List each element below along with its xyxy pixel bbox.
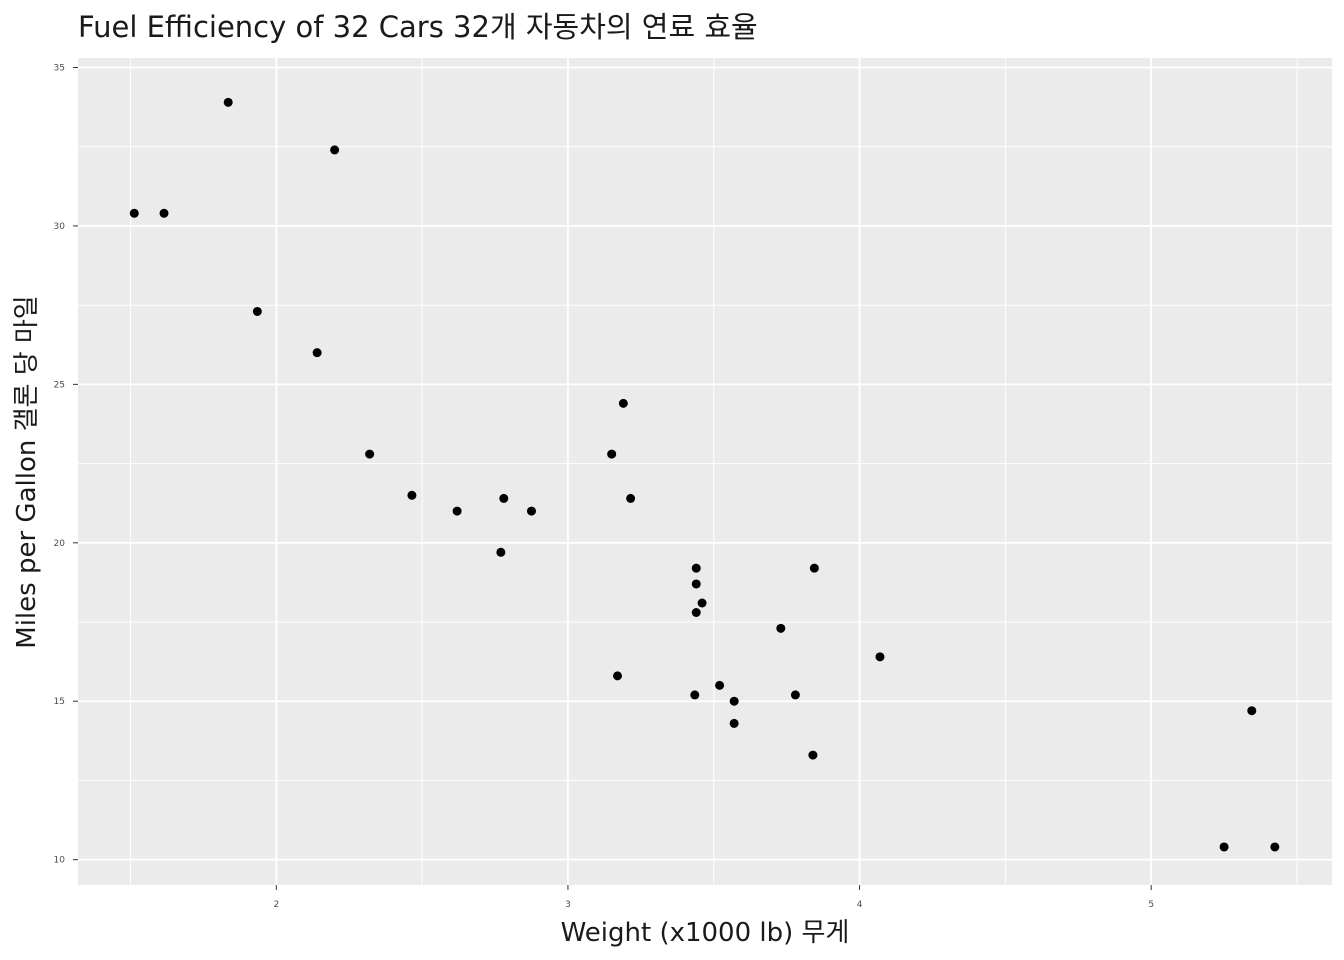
data-point	[330, 145, 340, 155]
data-point	[613, 671, 623, 681]
x-tick-label: 5	[1148, 900, 1154, 910]
data-point	[690, 690, 700, 700]
data-point	[618, 398, 628, 408]
y-axis-ticks: 10 15 20 25 30 35	[54, 64, 78, 866]
data-point	[626, 493, 636, 503]
data-point	[697, 598, 707, 608]
chart-title: Fuel Efficiency of 32 Cars 32개 자동차의 연료 효…	[78, 10, 758, 44]
data-point	[607, 449, 617, 459]
plot-panel	[78, 58, 1332, 885]
data-point	[691, 563, 701, 573]
data-point	[223, 97, 233, 107]
y-tick-label: 10	[54, 856, 66, 866]
data-point	[1219, 842, 1229, 852]
data-point	[776, 623, 786, 633]
x-tick-label: 2	[273, 900, 279, 910]
data-point	[159, 208, 169, 218]
data-point	[809, 563, 819, 573]
grid-lines	[78, 58, 1332, 885]
data-point	[691, 579, 701, 589]
data-point	[715, 680, 725, 690]
data-point	[252, 306, 262, 316]
y-tick-label: 30	[54, 222, 66, 232]
x-axis-ticks: 2 3 4 5	[273, 885, 1154, 910]
data-point	[790, 690, 800, 700]
data-point	[407, 490, 417, 500]
data-point	[808, 750, 818, 760]
data-point	[729, 696, 739, 706]
data-point	[875, 652, 885, 662]
data-point	[1270, 842, 1280, 852]
data-point	[691, 608, 701, 618]
data-point	[365, 449, 375, 459]
y-axis-title: Miles per Gallon 갤론 당 마일	[12, 295, 42, 648]
data-point	[1247, 706, 1257, 716]
data-point	[496, 547, 506, 557]
data-point	[729, 718, 739, 728]
y-tick-label: 35	[54, 64, 65, 74]
data-point	[312, 348, 322, 358]
data-points	[129, 97, 1280, 852]
data-point	[526, 506, 536, 516]
x-axis-title: Weight (x1000 lb) 무게	[561, 918, 850, 948]
y-tick-label: 25	[54, 380, 65, 390]
data-point	[499, 493, 509, 503]
data-point	[129, 208, 139, 218]
y-tick-label: 20	[54, 539, 66, 549]
y-tick-label: 15	[54, 697, 65, 707]
data-point	[452, 506, 462, 516]
x-tick-label: 3	[565, 900, 571, 910]
x-tick-label: 4	[857, 900, 863, 910]
